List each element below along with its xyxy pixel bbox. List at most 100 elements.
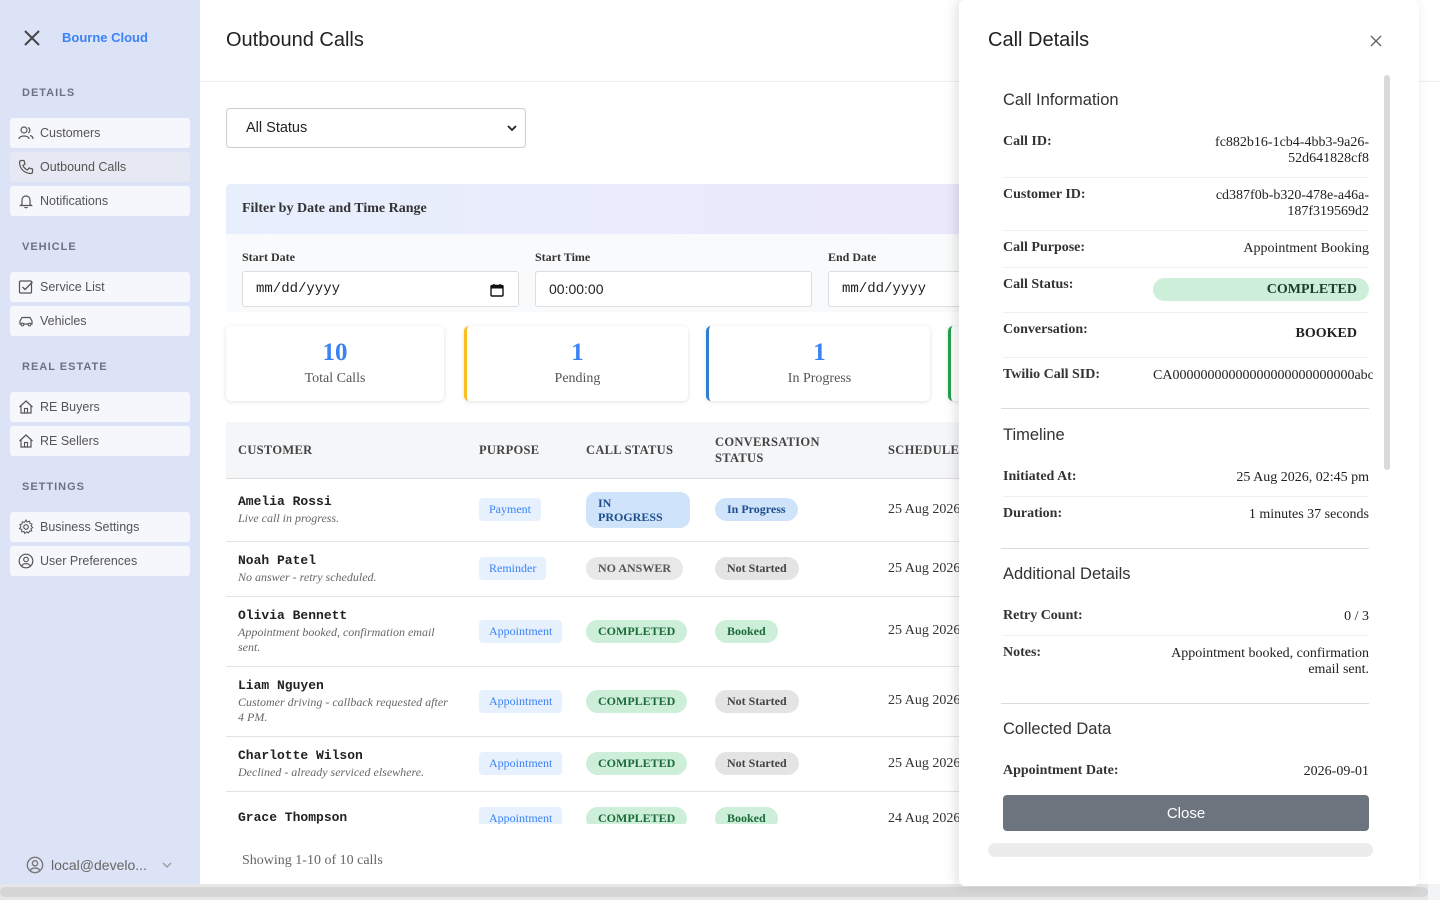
house-icon: [19, 434, 33, 448]
user-email: local@develo...: [51, 857, 147, 873]
appointment-date-value: 2026-09-01: [1303, 764, 1369, 779]
stat-value: 1: [571, 339, 584, 366]
divider: [1003, 230, 1369, 231]
bell-icon: [19, 195, 33, 209]
call-purpose-label: Call Purpose:: [1003, 240, 1086, 255]
purpose-badge: Payment: [479, 498, 541, 521]
call-id-line1: fc882b16-1cb4-4bb3-9a26-: [1215, 135, 1369, 150]
brand-name: Bourne Cloud: [62, 30, 148, 45]
start-date-input[interactable]: mm/dd/yyyy: [242, 271, 519, 307]
sidebar-item-business-settings[interactable]: Business Settings: [10, 512, 190, 542]
stat-pending: 1 Pending: [464, 326, 688, 401]
table-row[interactable]: Grace Thompson Appointment COMPLETED Boo…: [226, 791, 966, 824]
conversation-badge: Not Started: [715, 752, 799, 775]
sidebar-item-label: User Preferences: [40, 554, 138, 568]
customer-note: No answer - retry scheduled.: [238, 569, 377, 584]
conversation-badge: Booked: [715, 619, 778, 643]
call-status-badge: COMPLETED: [586, 807, 688, 824]
stat-in-progress: 1 In Progress: [706, 326, 930, 401]
purpose-badge: Appointment: [479, 689, 563, 713]
sidebar-item-label: Outbound Calls: [40, 160, 127, 174]
user-menu[interactable]: local@develo...: [26, 856, 180, 874]
modal-horizontal-scrollbar[interactable]: [988, 843, 1373, 857]
section-additional-details: Additional Details: [1003, 565, 1131, 583]
section-divider: [1001, 703, 1369, 704]
pagination-summary: Showing 1-10 of 10 calls: [242, 853, 383, 868]
customer-name: Charlotte Wilson: [238, 747, 363, 763]
sidebar-item-re-sellers[interactable]: RE Sellers: [10, 426, 190, 456]
scheduled-date: 25 Aug 2026: [876, 541, 966, 597]
sidebar-item-re-buyers[interactable]: RE Buyers: [10, 392, 190, 422]
scrollbar-thumb[interactable]: [0, 887, 1428, 897]
conversation-label: Conversation:: [1003, 322, 1088, 337]
table-row[interactable]: Liam Nguyen Customer driving - callback r…: [226, 666, 966, 737]
conversation-badge: Booked: [715, 807, 778, 824]
sidebar-item-label: Service List: [40, 280, 105, 294]
close-icon[interactable]: [1370, 35, 1382, 47]
status-filter-select[interactable]: All Status: [226, 108, 526, 148]
notes-line2: email sent.: [1308, 662, 1369, 677]
sidebar-item-label: Notifications: [40, 194, 109, 208]
user-circle-icon: [18, 553, 34, 569]
sidebar-item-label: RE Buyers: [40, 400, 100, 414]
table-row[interactable]: Charlotte Wilson Declined - already servi…: [226, 736, 966, 792]
scheduled-date: 25 Aug 2026: [876, 666, 966, 737]
close-icon[interactable]: [22, 28, 42, 48]
start-time-input[interactable]: 00:00:00: [535, 271, 812, 307]
twilio-sid-label: Twilio Call SID:: [1003, 367, 1100, 382]
end-date-value: mm/dd/yyyy: [842, 281, 927, 297]
customer-name: Amelia Rossi: [238, 493, 332, 509]
horizontal-scrollbar[interactable]: [0, 884, 1428, 900]
call-id-value: fc882b16-1cb4-4bb3-9a26- 52d641828cf8: [1149, 135, 1369, 167]
table-header-row: CUSTOMER PURPOSE CALL STATUS CONVERSATIO…: [226, 422, 966, 479]
initiated-at-value: 25 Aug 2026, 02:45 pm: [1236, 470, 1369, 485]
sidebar-item-label: Customers: [40, 126, 101, 140]
calendar-icon[interactable]: [490, 283, 504, 297]
sidebar-item-label: Vehicles: [40, 314, 87, 328]
sidebar-item-customers[interactable]: Customers: [10, 118, 190, 148]
col-purpose: PURPOSE: [467, 422, 574, 479]
scheduled-date: 25 Aug 2026: [876, 478, 966, 542]
initiated-at-label: Initiated At:: [1003, 469, 1077, 484]
user-circle-icon: [26, 856, 44, 874]
divider: [1003, 312, 1369, 313]
status-filter-value: All Status: [246, 120, 308, 136]
stat-label: Total Calls: [304, 371, 366, 386]
start-date-value: mm/dd/yyyy: [256, 281, 341, 297]
call-status-badge: COMPLETED: [586, 689, 688, 713]
section-real-estate: REAL ESTATE: [22, 361, 108, 373]
filter-title: Filter by Date and Time Range: [226, 184, 966, 234]
sidebar-item-outbound-calls[interactable]: Outbound Calls: [10, 152, 190, 182]
conversation-badge: In Progress: [715, 498, 798, 521]
section-settings: SETTINGS: [22, 481, 86, 493]
col-scheduled: SCHEDULED: [876, 422, 966, 479]
customer-note: Live call in progress.: [238, 510, 340, 525]
vertical-scrollbar[interactable]: [1384, 75, 1390, 470]
close-button[interactable]: Close: [1003, 795, 1369, 831]
modal-title: Call Details: [988, 29, 1090, 51]
start-time-label: Start Time: [535, 250, 591, 264]
section-details: DETAILS: [22, 87, 76, 99]
house-icon: [19, 400, 33, 414]
call-status-badge: COMPLETED: [586, 619, 688, 643]
table-row[interactable]: Amelia Rossi Live call in progress. Payme…: [226, 478, 966, 542]
sidebar-item-notifications[interactable]: Notifications: [10, 186, 190, 216]
end-date-input[interactable]: mm/dd/yyyy: [828, 271, 966, 307]
customer-id-line2: 187f319569d2: [1287, 204, 1369, 219]
sidebar-item-service-list[interactable]: Service List: [10, 272, 190, 302]
divider: [1003, 496, 1369, 497]
sidebar-item-vehicles[interactable]: Vehicles: [10, 306, 190, 336]
purpose-badge: Reminder: [479, 557, 547, 580]
call-id-line2: 52d641828cf8: [1288, 151, 1369, 166]
scheduled-date: 24 Aug 2026: [876, 791, 966, 824]
col-call-status: CALL STATUS: [574, 422, 703, 479]
customer-note: Appointment booked, confirmation email s…: [238, 624, 435, 654]
call-details-modal: Call Details Call Information Call ID: f…: [959, 0, 1419, 886]
table-row[interactable]: Noah Patel No answer - retry scheduled. R…: [226, 541, 966, 597]
divider: [1003, 635, 1369, 636]
sidebar-item-user-preferences[interactable]: User Preferences: [10, 546, 190, 576]
table-row[interactable]: Olivia Bennett Appointment booked, confir…: [226, 596, 966, 667]
scheduled-date: 25 Aug 2026: [876, 596, 966, 667]
stat-value: 1: [813, 339, 826, 366]
phone-icon: [18, 159, 34, 175]
